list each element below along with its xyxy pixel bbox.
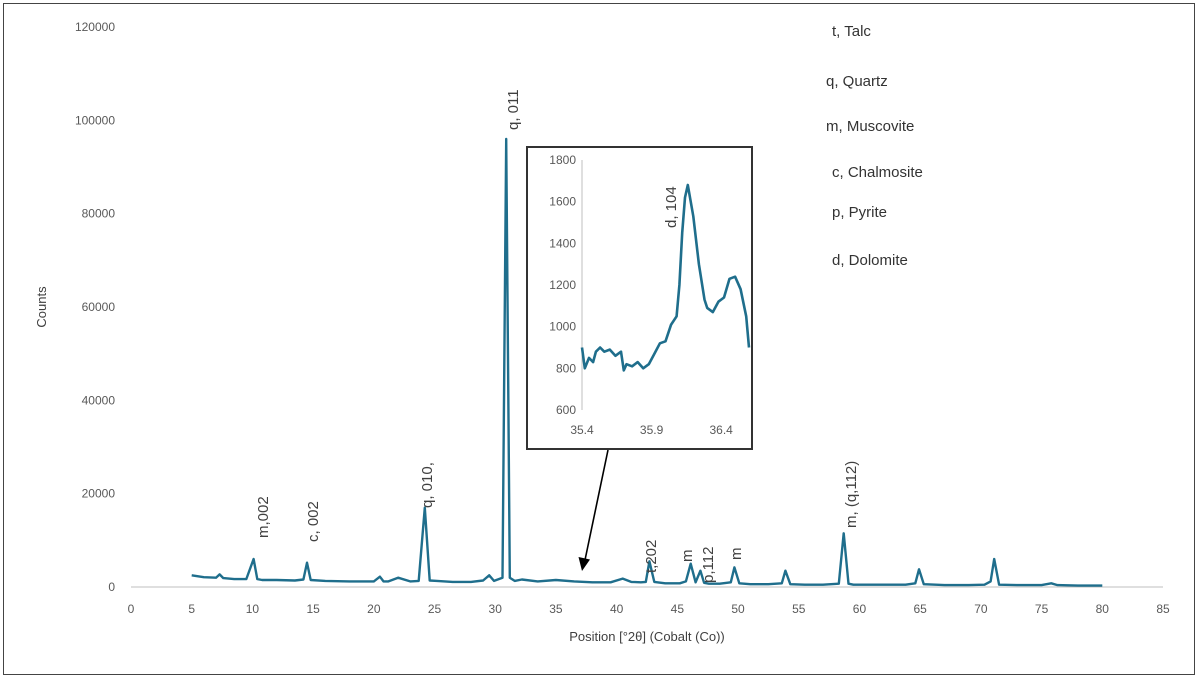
legend-entry: q, Quartz: [826, 73, 888, 90]
x-tick-label: 30: [489, 602, 503, 616]
diffraction-series-line: [191, 137, 1103, 587]
arrow-head: [578, 557, 590, 571]
inset-peak-annotation: d, 104: [663, 186, 680, 228]
inset-x-tick-label: 36.4: [709, 423, 733, 437]
y-tick-labels: 0 20000 40000 60000 80000 100000 120000: [75, 20, 115, 594]
peak-annotation: q, 011: [505, 89, 522, 130]
inset-y-tick-label: 1000: [549, 320, 576, 334]
inset-y-tick-label: 1200: [549, 278, 576, 292]
x-tick-label: 40: [610, 602, 624, 616]
inset-chart: 600 800 1000 1200 1400 1600 1800 35.4 35.9 36.4 d,…: [526, 146, 753, 450]
inset-x-tick-label: 35.9: [640, 423, 664, 437]
legend-entry: t, Talc: [832, 23, 871, 40]
peak-annotation: p,112: [700, 547, 717, 583]
legend-entry: m, Muscovite: [826, 118, 914, 135]
peak-annotation: c, 002: [305, 501, 322, 542]
peak-annotations: m,002 c, 002 q, 010, q, 011 t,202 m p,112 m m, (…: [255, 89, 860, 583]
x-tick-label: 80: [1096, 602, 1110, 616]
inset-y-tick-label: 1600: [549, 195, 576, 209]
peak-annotation: m, (q,112): [843, 461, 860, 528]
legend-entry: c, Chalmosite: [832, 164, 923, 181]
peak-annotation: m: [728, 548, 745, 561]
inset-y-tick-label: 800: [556, 361, 576, 375]
x-tick-label: 75: [1035, 602, 1049, 616]
y-tick-label: 60000: [82, 300, 116, 314]
y-tick-label: 20000: [82, 487, 116, 501]
x-axis-title: Position [°2θ] (Cobalt (Co)): [569, 629, 724, 644]
inset-pointer-arrow: [578, 449, 609, 571]
y-tick-label: 0: [108, 580, 115, 594]
arrow-shaft: [584, 449, 609, 561]
x-tick-label: 35: [549, 602, 563, 616]
inset-y-tick-label: 1800: [549, 153, 576, 167]
x-tick-label: 50: [731, 602, 745, 616]
x-tick-label: 65: [913, 602, 927, 616]
legend-entry: d, Dolomite: [832, 252, 908, 269]
x-tick-label: 45: [671, 602, 685, 616]
y-tick-label: 100000: [75, 113, 115, 127]
x-tick-label: 15: [306, 602, 320, 616]
inset-x-tick-label: 35.4: [570, 423, 594, 437]
y-tick-label: 80000: [82, 207, 116, 221]
x-tick-labels: 0 5 10 15 20 25 30 35 40 45 50 55 60 65 70 75 80 85: [128, 602, 1170, 616]
inset-y-tick-label: 1400: [549, 236, 576, 250]
y-tick-label: 40000: [82, 393, 116, 407]
x-tick-label: 20: [367, 602, 381, 616]
x-tick-label: 85: [1156, 602, 1170, 616]
x-tick-label: 55: [792, 602, 806, 616]
peak-annotation: m: [679, 550, 696, 563]
x-tick-label: 10: [246, 602, 260, 616]
x-tick-label: 60: [853, 602, 867, 616]
legend-entry: p, Pyrite: [832, 204, 887, 221]
x-tick-label: 70: [974, 602, 988, 616]
inset-series-line: [580, 183, 751, 372]
phase-legend: t, Talc q, Quartz m, Muscovite c, Chalmosit…: [826, 23, 923, 269]
x-tick-label: 25: [428, 602, 442, 616]
inset-y-tick-label: 600: [556, 403, 576, 417]
inset-border: [526, 146, 753, 450]
x-tick-label: 5: [188, 602, 195, 616]
y-tick-label: 120000: [75, 20, 115, 34]
y-axis-title: Counts: [34, 286, 49, 328]
peak-annotation: m,002: [255, 496, 272, 538]
x-tick-label: 0: [128, 602, 135, 616]
peak-annotation: q, 010,: [419, 462, 436, 508]
peak-annotation: t,202: [643, 540, 660, 573]
